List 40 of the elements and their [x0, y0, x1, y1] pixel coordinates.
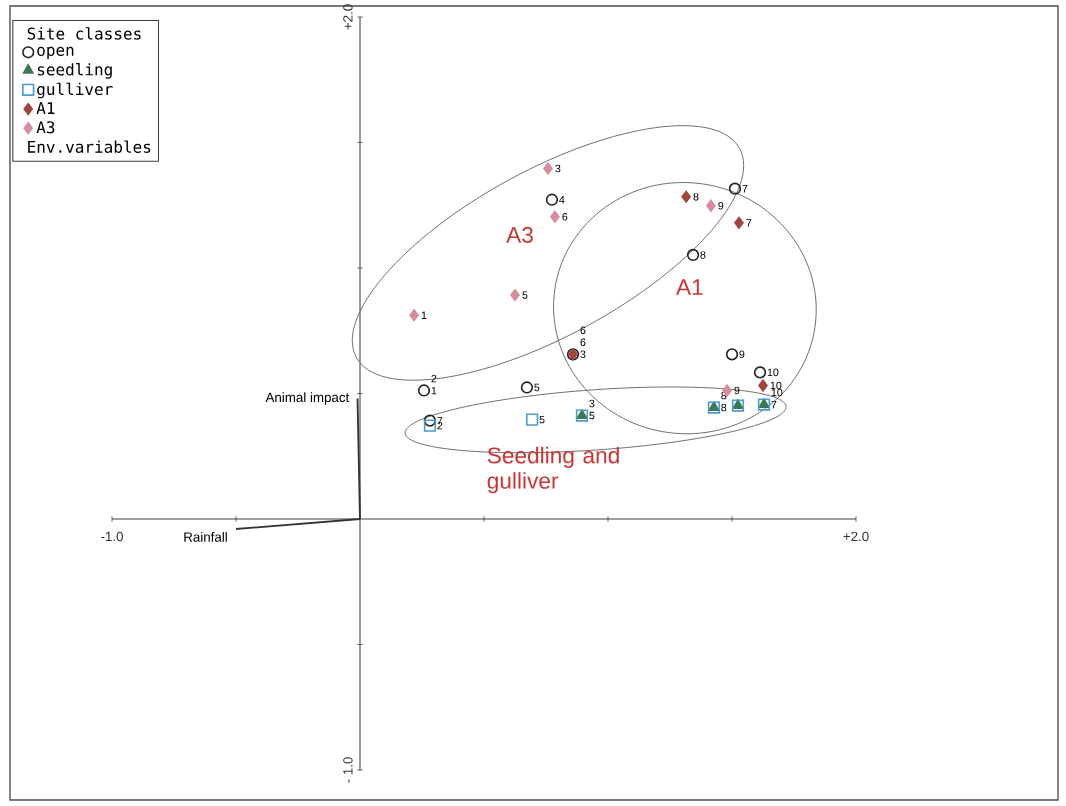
annotation: 7 — [742, 185, 748, 193]
annotation: 5 — [534, 383, 540, 392]
annotation: 6 — [562, 212, 568, 221]
legend-title: Site classes — [27, 27, 141, 40]
annotation: 3 — [580, 350, 586, 359]
annotation: A3 — [506, 226, 533, 243]
annotation: 8 — [700, 251, 706, 259]
annotation: 6 — [580, 338, 586, 347]
series-label: Rainfall — [184, 531, 227, 542]
annotation: 1 — [431, 386, 437, 395]
annotation: 10 — [771, 388, 783, 397]
annotation: 7 — [746, 219, 752, 227]
legend-label: gulliver — [37, 82, 113, 99]
legend-label: open — [37, 46, 74, 60]
annotation: 5 — [522, 291, 528, 299]
series-label: Animal impact — [265, 392, 350, 405]
annotation: 5 — [589, 411, 595, 420]
annotation: 8 — [693, 192, 699, 201]
annotation: 2 — [431, 374, 437, 383]
annotation: 10 — [770, 381, 782, 390]
annotation: 3 — [589, 399, 595, 408]
annotation: Env.variables — [28, 140, 151, 153]
annotation: 8 — [721, 403, 727, 412]
annotation: 10 — [767, 368, 779, 377]
annotation: A1 — [676, 279, 703, 295]
annotation: 3 — [555, 164, 561, 173]
annotation: 9 — [739, 350, 745, 359]
annotation: 1 — [421, 311, 427, 319]
annotation: 7 — [771, 400, 777, 409]
annotation: 9 — [718, 201, 724, 210]
legend-label: A3 — [36, 121, 55, 134]
x-tick-label: -1.0 — [101, 531, 123, 542]
legend-label: A1 — [36, 102, 55, 114]
annotation: Seedling and gulliver — [487, 446, 619, 494]
annotation: 9 — [734, 386, 740, 395]
legend-label: seedling — [37, 63, 112, 79]
annotation: 6 — [580, 326, 586, 335]
y-tick-label: - 1.0 — [343, 757, 353, 783]
annotation: 5 — [539, 415, 545, 424]
annotation: 4 — [559, 196, 565, 204]
